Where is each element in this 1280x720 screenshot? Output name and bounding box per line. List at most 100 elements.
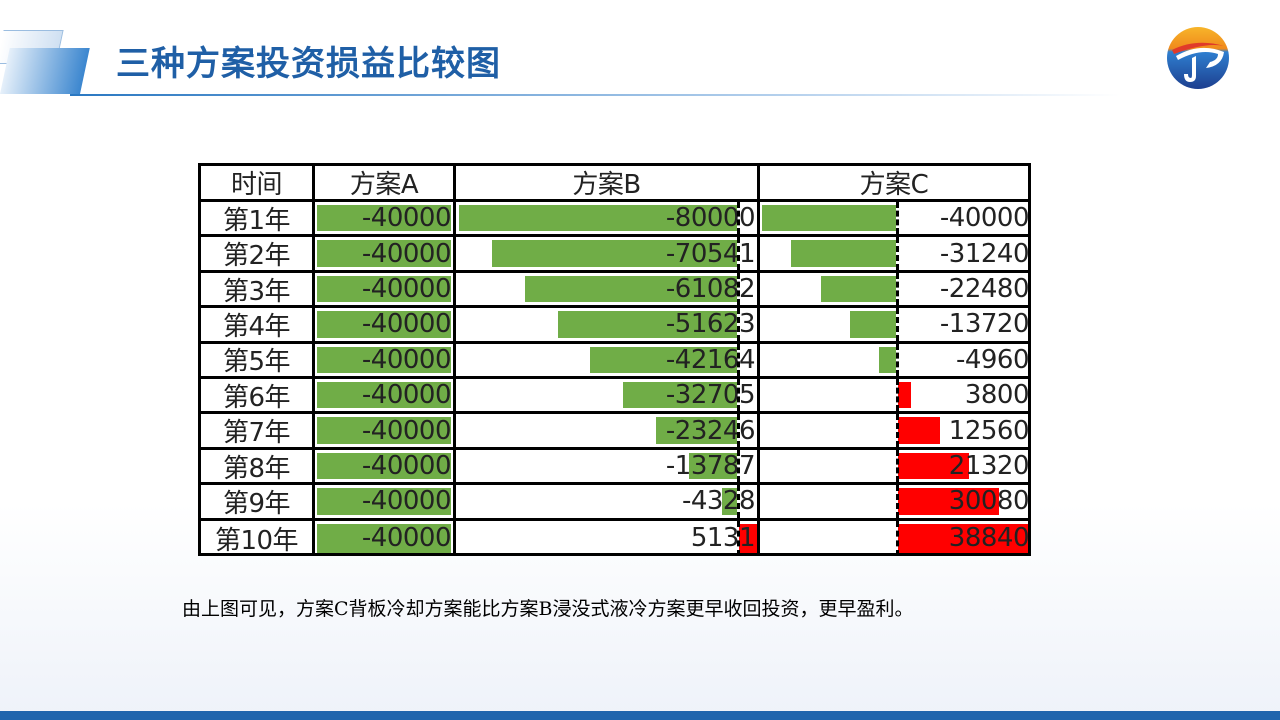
cell-value: -42164 xyxy=(665,344,756,375)
cell-value: -40000 xyxy=(361,486,452,517)
footer-bar xyxy=(0,711,1280,720)
cell-value: 3800 xyxy=(964,380,1030,411)
cell-value: -40000 xyxy=(361,380,452,411)
value-cell: -23246 xyxy=(456,414,760,450)
value-cell: -42164 xyxy=(456,343,760,379)
cell-value: -80000 xyxy=(665,203,756,234)
negative-data-bar xyxy=(317,488,451,515)
row-label-cell: 第2年 xyxy=(201,237,315,273)
zero-axis-line xyxy=(737,414,740,447)
row-label: 第6年 xyxy=(222,382,291,413)
zero-axis-line xyxy=(896,449,899,483)
zero-axis-line xyxy=(737,237,740,270)
zero-axis-line xyxy=(896,272,899,306)
row-label: 第8年 xyxy=(222,453,291,484)
column-header: 方案C xyxy=(760,166,1031,202)
value-cell: -40000 xyxy=(760,202,1031,238)
cell-value: -40000 xyxy=(939,203,1030,234)
negative-data-bar xyxy=(689,452,737,480)
column-header: 方案A xyxy=(315,166,456,202)
value-cell: -31240 xyxy=(760,237,1031,273)
cell-value: 30080 xyxy=(948,486,1030,517)
negative-data-bar xyxy=(721,488,737,515)
negative-data-bar xyxy=(317,382,451,409)
value-cell: 3800 xyxy=(760,379,1031,415)
column-header-label: 时间 xyxy=(230,170,283,200)
value-cell: -22480 xyxy=(760,272,1031,309)
negative-data-bar xyxy=(879,346,896,373)
value-cell: 12560 xyxy=(760,414,1031,450)
cell-value: 38840 xyxy=(948,523,1030,554)
column-divider xyxy=(757,166,760,553)
cell-value: 5131 xyxy=(690,523,756,554)
zero-axis-line xyxy=(737,485,740,518)
zero-axis-line xyxy=(737,520,740,556)
cell-value: -4960 xyxy=(955,344,1030,375)
negative-data-bar xyxy=(623,382,737,409)
row-label-cell: 第8年 xyxy=(201,449,315,486)
negative-data-bar xyxy=(656,417,737,444)
value-cell: -40000 xyxy=(315,237,456,273)
value-cell: -13720 xyxy=(760,308,1031,344)
caption-text: 由上图可见，方案C背板冷却方案能比方案B浸没式液冷方案更早收回投资，更早盈利。 xyxy=(182,598,914,620)
negative-data-bar xyxy=(850,311,896,338)
negative-data-bar xyxy=(317,205,451,232)
company-logo xyxy=(1167,27,1229,89)
zero-axis-line xyxy=(896,343,899,376)
value-cell: 5131 xyxy=(456,520,760,556)
cell-value: -61082 xyxy=(665,273,756,304)
negative-data-bar xyxy=(317,240,451,267)
negative-data-bar xyxy=(762,205,896,232)
value-cell: -40000 xyxy=(315,520,456,556)
value-cell: -40000 xyxy=(315,449,456,486)
value-cell: -4328 xyxy=(456,485,760,521)
column-header-label: 方案A xyxy=(349,170,419,200)
row-label-cell: 第4年 xyxy=(201,308,315,344)
value-cell: -40000 xyxy=(315,308,456,344)
negative-data-bar xyxy=(317,417,451,444)
positive-data-bar xyxy=(898,523,1029,553)
negative-data-bar xyxy=(317,452,451,480)
cell-value: 12560 xyxy=(948,415,1030,446)
positive-data-bar xyxy=(898,452,970,480)
row-label-cell: 第7年 xyxy=(201,414,315,450)
zero-axis-line xyxy=(896,520,899,556)
row-label-cell: 第6年 xyxy=(201,379,315,415)
negative-data-bar xyxy=(317,275,451,303)
zero-axis-line xyxy=(896,237,899,270)
cell-value: -40000 xyxy=(361,523,452,554)
row-label-cell: 第9年 xyxy=(201,485,315,521)
column-header-label: 方案B xyxy=(572,170,641,200)
positive-data-bar xyxy=(898,382,911,409)
value-cell: 38840 xyxy=(760,520,1031,556)
negative-data-bar xyxy=(791,240,896,267)
cell-value: -4328 xyxy=(681,486,756,517)
cell-value: -51623 xyxy=(665,309,756,340)
row-label: 第4年 xyxy=(222,311,291,342)
cell-value: -31240 xyxy=(939,238,1030,269)
zero-axis-line xyxy=(737,343,740,376)
cell-value: -13720 xyxy=(939,309,1030,340)
value-cell: -40000 xyxy=(315,343,456,379)
value-cell: -13787 xyxy=(456,449,760,486)
cell-value: -40000 xyxy=(361,273,452,304)
cell-value: -22480 xyxy=(939,273,1030,304)
row-label: 第7年 xyxy=(222,418,291,449)
zero-axis-line xyxy=(737,202,740,235)
positive-data-bar xyxy=(739,523,757,553)
positive-data-bar xyxy=(898,488,999,515)
row-label-cell: 第5年 xyxy=(201,343,315,379)
value-cell: -40000 xyxy=(315,485,456,521)
cell-value: -32705 xyxy=(665,380,756,411)
negative-data-bar xyxy=(459,205,737,232)
row-label-cell: 第1年 xyxy=(201,202,315,238)
title-underline xyxy=(70,94,1120,96)
negative-data-bar xyxy=(524,275,737,303)
positive-data-bar xyxy=(898,417,941,444)
row-label: 第5年 xyxy=(222,347,291,378)
zero-axis-line xyxy=(737,379,740,412)
zero-axis-line xyxy=(737,272,740,306)
column-header-label: 方案C xyxy=(859,170,929,200)
value-cell: -61082 xyxy=(456,272,760,309)
row-label-cell: 第3年 xyxy=(201,272,315,309)
